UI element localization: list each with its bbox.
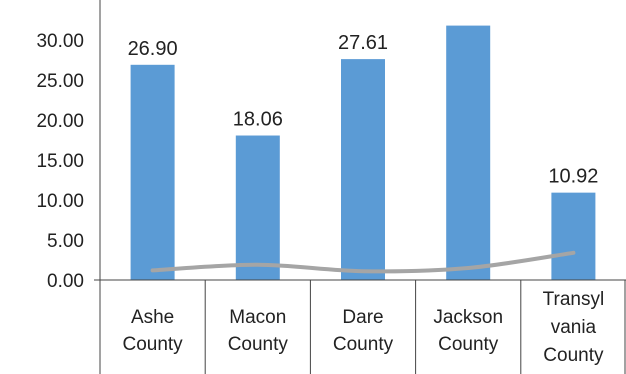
y-tick-label: 25.00: [36, 71, 84, 92]
bar-data-label: 18.06: [233, 109, 283, 131]
y-axis-ticks: 0.00 5.00 10.00 15.00 20.00 25.00 30.00: [36, 31, 84, 292]
category-label: County: [333, 334, 394, 355]
y-tick-label: 20.00: [36, 111, 84, 132]
y-tick-label: 5.00: [47, 231, 84, 252]
category-label: Ashe: [131, 307, 174, 328]
bar-data-label: 10.92: [548, 166, 598, 188]
trend-line: [150, 250, 576, 274]
trend-line-group: [150, 250, 576, 274]
category-labels: Ashe County Macon County Dare County Jackson Co…: [122, 289, 604, 366]
y-tick-label: 10.00: [36, 191, 84, 212]
category-label: County: [122, 334, 183, 355]
bar: [446, 25, 491, 280]
y-tick-label: 30.00: [36, 31, 84, 52]
bar: [551, 192, 596, 280]
axes: [94, 0, 626, 374]
bars: [130, 25, 596, 281]
bar-data-label: 26.90: [128, 38, 178, 60]
bar: [130, 64, 175, 280]
bar: [235, 135, 280, 280]
category-label: Jackson: [433, 307, 503, 328]
data-labels: 26.90 18.06 27.61 10.92: [128, 32, 599, 188]
category-label: County: [228, 334, 289, 355]
bar: [341, 59, 385, 281]
category-label: Dare: [342, 307, 383, 328]
category-label: County: [543, 345, 604, 366]
category-label: County: [438, 334, 499, 355]
category-label: Macon: [229, 307, 286, 328]
category-label: vania: [551, 317, 597, 338]
y-tick-label: 0.00: [47, 271, 84, 292]
category-label: Transyl: [543, 289, 605, 310]
y-tick-label: 15.00: [36, 151, 84, 172]
bar-data-label: 27.61: [338, 32, 388, 54]
